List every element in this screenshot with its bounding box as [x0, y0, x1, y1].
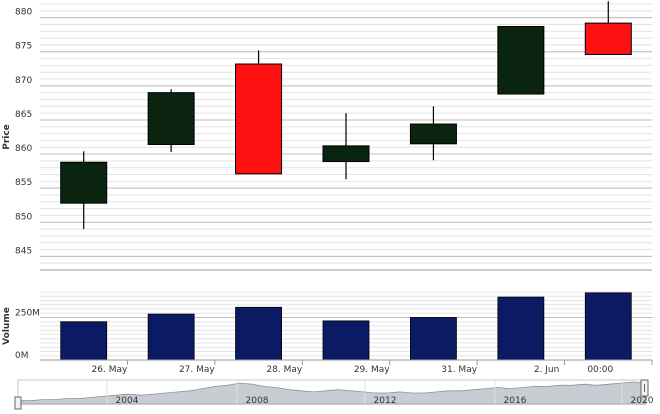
x-tick-label: 2. Jun [534, 365, 560, 375]
candle-body [409, 123, 457, 145]
price-tick-label: 875 [15, 42, 32, 52]
volume-bar [584, 292, 632, 361]
volume-bar [235, 306, 282, 361]
price-tick-label: 855 [15, 178, 32, 188]
navigator-tick-label: 2008 [246, 396, 269, 406]
price-tick-label: 870 [15, 76, 32, 86]
navigator-tick-label: 2004 [116, 396, 139, 406]
navigator-tick-label: 2020 [631, 396, 654, 406]
navigator-right-handle[interactable] [640, 379, 649, 397]
candle [235, 50, 283, 175]
x-tick-label: 31. May [441, 365, 477, 375]
volume-tick-label: 0M [15, 351, 29, 361]
price-tick-label: 880 [15, 8, 32, 18]
volume-bar [322, 320, 370, 361]
volume-bar [60, 321, 108, 361]
candle-body [497, 26, 545, 95]
volume-tick-label: 250M [15, 309, 40, 319]
candle [60, 151, 108, 230]
x-tick-label: 28. May [266, 365, 302, 375]
navigator-area [17, 381, 647, 405]
volume-bar [147, 313, 195, 361]
price-pane: 845 850 855 860 865 870 875 880 Price [2, 1, 652, 271]
candle [409, 106, 457, 161]
x-tick-label: 29. May [354, 365, 390, 375]
candle-body [322, 145, 370, 163]
price-axis-title: Price [2, 124, 12, 150]
price-tick-label: 845 [15, 246, 32, 256]
navigator-tick-label: 2016 [504, 396, 527, 406]
candle-body [60, 161, 108, 204]
navigator-tick-label: 2012 [374, 396, 397, 406]
price-tick-label: 860 [15, 144, 32, 154]
candle-body [147, 92, 195, 146]
x-tick-label: 27. May [179, 365, 215, 375]
candle-body [235, 63, 283, 175]
price-tick-label: 865 [15, 110, 32, 120]
navigator: 2004 2008 2012 2016 2020 [14, 379, 654, 410]
x-tick-label: 26. May [92, 365, 128, 375]
candle [147, 89, 195, 153]
candle [322, 113, 370, 180]
navigator-left-handle[interactable] [14, 396, 22, 410]
price-tick-label: 850 [15, 212, 32, 222]
candle-body [584, 22, 632, 55]
candle [584, 1, 632, 55]
volume-axis-title: Volume [2, 307, 12, 345]
volume-bar [410, 317, 457, 361]
x-tick-label: 00:00 [587, 365, 613, 375]
candle [497, 26, 545, 95]
volume-bar [497, 296, 545, 361]
